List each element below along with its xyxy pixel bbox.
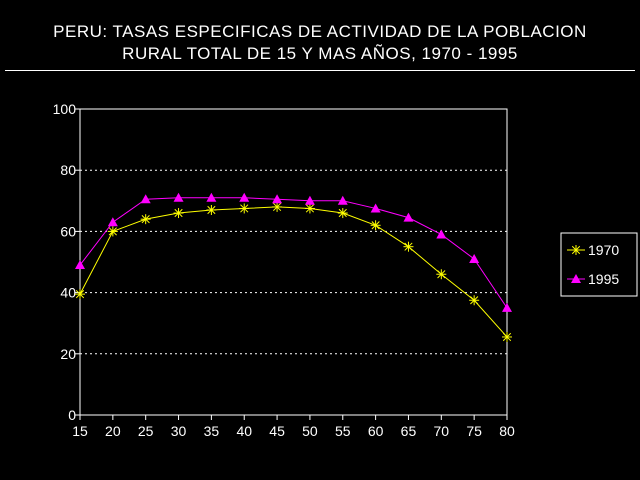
data-point-1970	[107, 226, 118, 237]
series-line-1995	[79, 197, 508, 309]
legend-box	[560, 232, 638, 297]
x-tick-label: 65	[401, 423, 417, 439]
data-point-1995	[502, 302, 512, 312]
legend-label-1995: 1995	[588, 271, 619, 287]
x-tick-label: 20	[105, 423, 121, 439]
plot-frame	[79, 108, 508, 416]
title-divider	[5, 70, 635, 71]
x-tick-label: 30	[171, 423, 187, 439]
y-tick-label: 60	[60, 223, 76, 239]
x-tick-label: 35	[204, 423, 220, 439]
data-point-1995	[173, 192, 184, 202]
series-1970	[75, 201, 512, 342]
y-tick-label: 100	[53, 101, 77, 117]
data-point-1970	[502, 331, 512, 342]
x-tick-label: 60	[368, 423, 384, 439]
data-point-1995	[140, 194, 151, 204]
data-point-1970	[140, 214, 151, 225]
data-point-1970	[239, 203, 250, 214]
x-tick-label: 75	[466, 423, 482, 439]
legend-marker-1970	[571, 245, 581, 255]
legend-marker-1995	[571, 274, 581, 283]
x-tick-label: 25	[138, 423, 154, 439]
legend-label-1970: 1970	[588, 242, 619, 258]
legend: 1970 1995	[560, 232, 638, 297]
y-tick-label: 20	[60, 346, 76, 362]
series-line-1970	[79, 206, 508, 338]
x-tick-label: 55	[335, 423, 351, 439]
data-point-1970	[173, 208, 184, 219]
data-point-1970	[403, 241, 414, 252]
data-point-1995	[469, 253, 480, 263]
data-point-1995	[304, 195, 315, 205]
x-tick-label: 45	[269, 423, 285, 439]
data-point-1970	[469, 295, 480, 306]
data-point-1995	[75, 260, 85, 270]
y-tick-label: 40	[60, 285, 76, 301]
series-1995	[75, 192, 512, 312]
y-tick-label: 0	[68, 407, 76, 423]
x-tick-label: 40	[236, 423, 252, 439]
chart-title-line-2: RURAL TOTAL DE 15 Y MAS AÑOS, 1970 - 199…	[122, 44, 518, 63]
y-tick-label: 80	[60, 162, 76, 178]
data-point-1995	[272, 194, 283, 204]
data-point-1970	[337, 208, 348, 219]
data-point-1970	[75, 289, 85, 300]
data-point-1970	[304, 203, 315, 214]
data-point-1995	[107, 217, 118, 227]
chart-title-line-1: PERU: TASAS ESPECIFICAS DE ACTIVIDAD DE …	[53, 22, 587, 41]
data-point-1995	[206, 192, 217, 202]
data-point-1970	[436, 269, 447, 280]
data-point-1995	[370, 203, 381, 213]
data-point-1970	[206, 204, 217, 215]
x-tick-label: 70	[434, 423, 450, 439]
data-point-1995	[239, 192, 250, 202]
x-tick-label: 15	[72, 423, 88, 439]
data-point-1995	[436, 229, 447, 239]
data-point-1995	[403, 212, 414, 222]
x-tick-label: 80	[499, 423, 515, 439]
data-point-1995	[337, 195, 348, 205]
data-point-1970	[272, 201, 283, 212]
data-point-1970	[370, 220, 381, 231]
x-tick-label: 50	[302, 423, 318, 439]
